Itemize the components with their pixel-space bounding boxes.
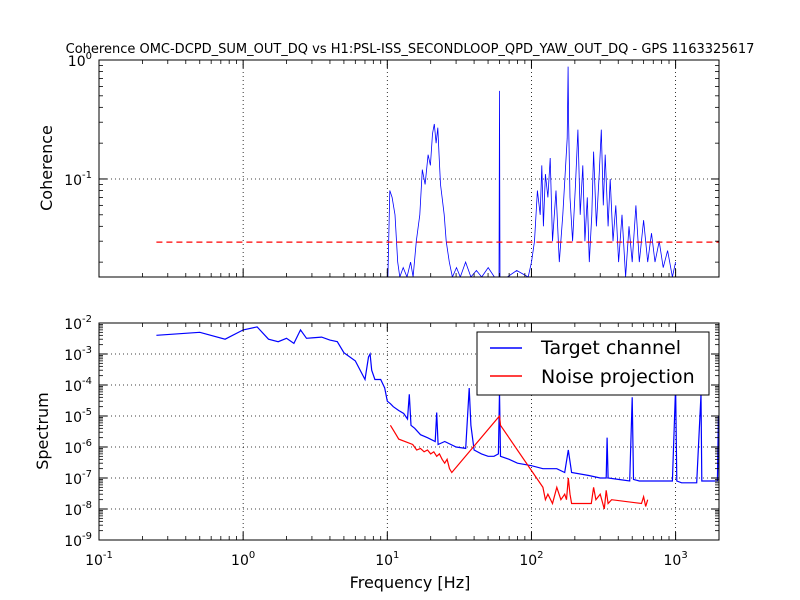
coherence-series-coherence-line bbox=[387, 66, 676, 277]
legend-box bbox=[476, 331, 710, 396]
spectrum-xtick-label: 10-1 bbox=[85, 550, 113, 569]
spectrum-ytick-label: 10-8 bbox=[64, 500, 92, 519]
spectrum-ytick-label: 10-2 bbox=[64, 314, 92, 333]
legend-label-noise-projection: Noise projection bbox=[541, 366, 695, 388]
coherence-plot-area bbox=[156, 66, 719, 277]
coherence-ticks: 10-1 100 bbox=[64, 51, 720, 277]
coherence-grid bbox=[99, 60, 719, 277]
coherence-axes-frame bbox=[98, 59, 720, 278]
spectrum-series-target-channel bbox=[156, 326, 719, 484]
coherence-ytick-label: 10-1 bbox=[64, 170, 92, 189]
spectrum-xlabel: Frequency [Hz] bbox=[350, 573, 471, 592]
spectrum-plot-area bbox=[156, 326, 719, 510]
spectrum-xtick-label: 102 bbox=[519, 550, 543, 569]
spectrum-ytick-label: 10-6 bbox=[64, 438, 92, 457]
spectrum-ytick-label: 10-7 bbox=[64, 469, 92, 488]
coherence-panel: Coherence OMC-DCPD_SUM_OUT_DQ vs H1:PSL-… bbox=[37, 42, 755, 278]
coherence-ylabel: Coherence bbox=[37, 125, 56, 211]
coherence-ytick-label: 100 bbox=[68, 51, 92, 70]
spectrum-xtick-label: 101 bbox=[375, 550, 399, 569]
spectrum-panel: 10-1 100 101 102 103 10-9 10-8 10-7 10-6 10-5 10-4… bbox=[33, 314, 720, 592]
legend-label-target-channel: Target channel bbox=[540, 337, 681, 359]
coherence-title: Coherence OMC-DCPD_SUM_OUT_DQ vs H1:PSL-… bbox=[66, 42, 755, 57]
spectrum-ticks: 10-1 100 101 102 103 10-9 10-8 10-7 10-6 10-5 10-4… bbox=[64, 314, 720, 569]
spectrum-axes-frame bbox=[98, 322, 720, 541]
spectrum-ylabel: Spectrum bbox=[33, 392, 52, 470]
spectrum-series-noise-projection bbox=[389, 414, 649, 510]
legend: Target channel Noise projection bbox=[476, 331, 710, 396]
spectrum-xtick-label: 100 bbox=[231, 550, 255, 569]
spectrum-ytick-label: 10-9 bbox=[64, 531, 92, 550]
spectrum-ytick-label: 10-3 bbox=[64, 345, 92, 364]
spectrum-xtick-label: 103 bbox=[664, 550, 688, 569]
spectrum-ytick-label: 10-5 bbox=[64, 407, 92, 426]
spectrum-ytick-label: 10-4 bbox=[64, 376, 92, 395]
